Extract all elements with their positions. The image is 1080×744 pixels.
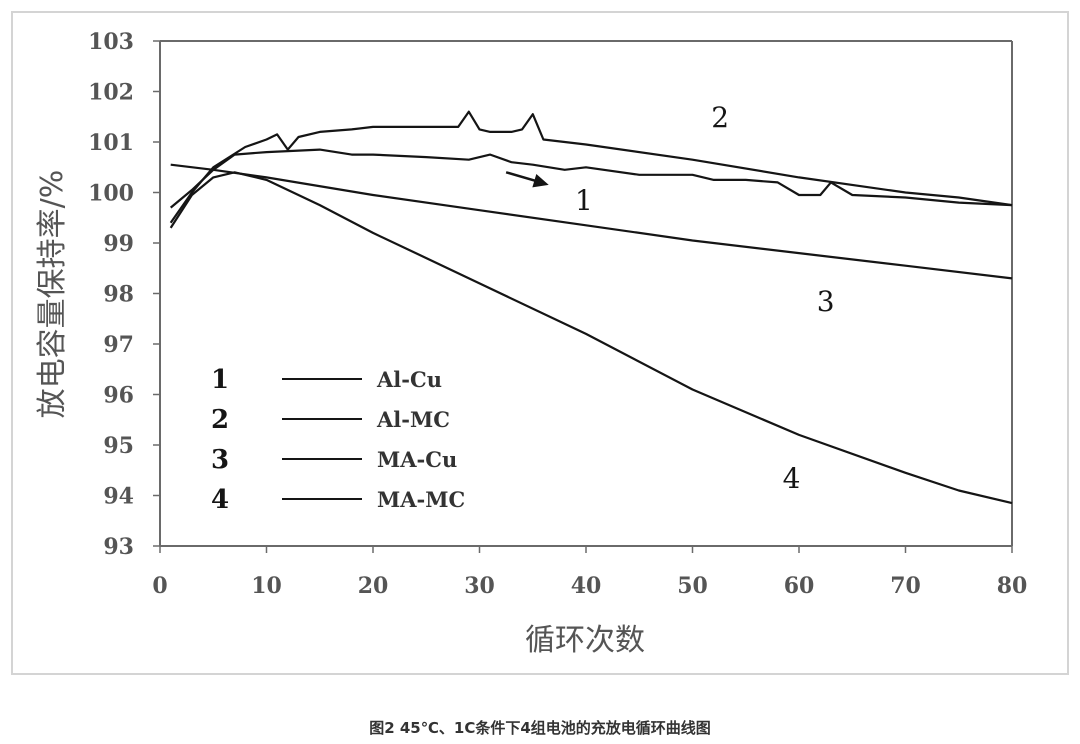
y-tick-label: 101 [88, 130, 134, 156]
x-tick-label: 20 [358, 573, 389, 599]
y-tick-label: 102 [88, 80, 134, 106]
y-tick-label: 94 [103, 484, 134, 510]
y-tick-label: 103 [88, 29, 134, 55]
y-tick-label: 93 [103, 534, 134, 560]
x-tick-label: 40 [571, 573, 602, 599]
y-axis-label: 放电容量保持率/% [35, 170, 70, 419]
legend-label-4: MA-MC [377, 487, 465, 512]
axes: 93 94 95 96 97 98 99 100 101 102 103 0 10 20 30 40 50 60 7… [88, 29, 1027, 599]
legend-number-3: 3 [211, 445, 229, 475]
legend-label-1: Al-Cu [376, 367, 442, 392]
y-tick-label: 97 [103, 332, 134, 358]
series-line-4 [169, 171, 1013, 505]
curve-label-1: 1 [575, 184, 593, 217]
y-tick-label: 99 [103, 231, 134, 257]
x-tick-label: 10 [251, 573, 282, 599]
figure-caption: 图2 45℃、1C条件下4组电池的充放电循环曲线图 [369, 719, 711, 737]
series-line-2 [169, 110, 1013, 224]
y-tick-label: 95 [103, 433, 134, 459]
x-axis-label: 循环次数 [525, 623, 645, 658]
curve-label-4: 4 [783, 462, 801, 495]
x-tick-label: 60 [784, 573, 815, 599]
legend-number-1: 1 [211, 365, 229, 395]
curve-annotations: 1 2 3 4 [505, 101, 835, 495]
x-tick-label: 80 [997, 573, 1028, 599]
x-tick-label: 0 [152, 573, 167, 599]
series-line-1 [169, 148, 1013, 209]
curve-label-2: 2 [711, 101, 729, 134]
legend-number-4: 4 [211, 485, 229, 515]
y-tick-label: 96 [103, 383, 134, 409]
x-tick-label: 70 [890, 573, 921, 599]
y-tick-label: 98 [103, 282, 134, 308]
curves [169, 110, 1013, 505]
arrow-head [532, 173, 549, 188]
x-tick-label: 30 [464, 573, 495, 599]
legend-label-2: Al-MC [376, 407, 450, 432]
figure-frame [11, 11, 1069, 675]
legend-label-3: MA-Cu [377, 447, 457, 472]
y-tick-label: 100 [88, 181, 134, 207]
x-tick-label: 50 [677, 573, 708, 599]
curve-label-3: 3 [817, 285, 835, 318]
legend-number-2: 2 [211, 405, 229, 435]
legend: 1 Al-Cu 2 Al-MC 3 MA-Cu 4 MA-MC [211, 365, 465, 515]
